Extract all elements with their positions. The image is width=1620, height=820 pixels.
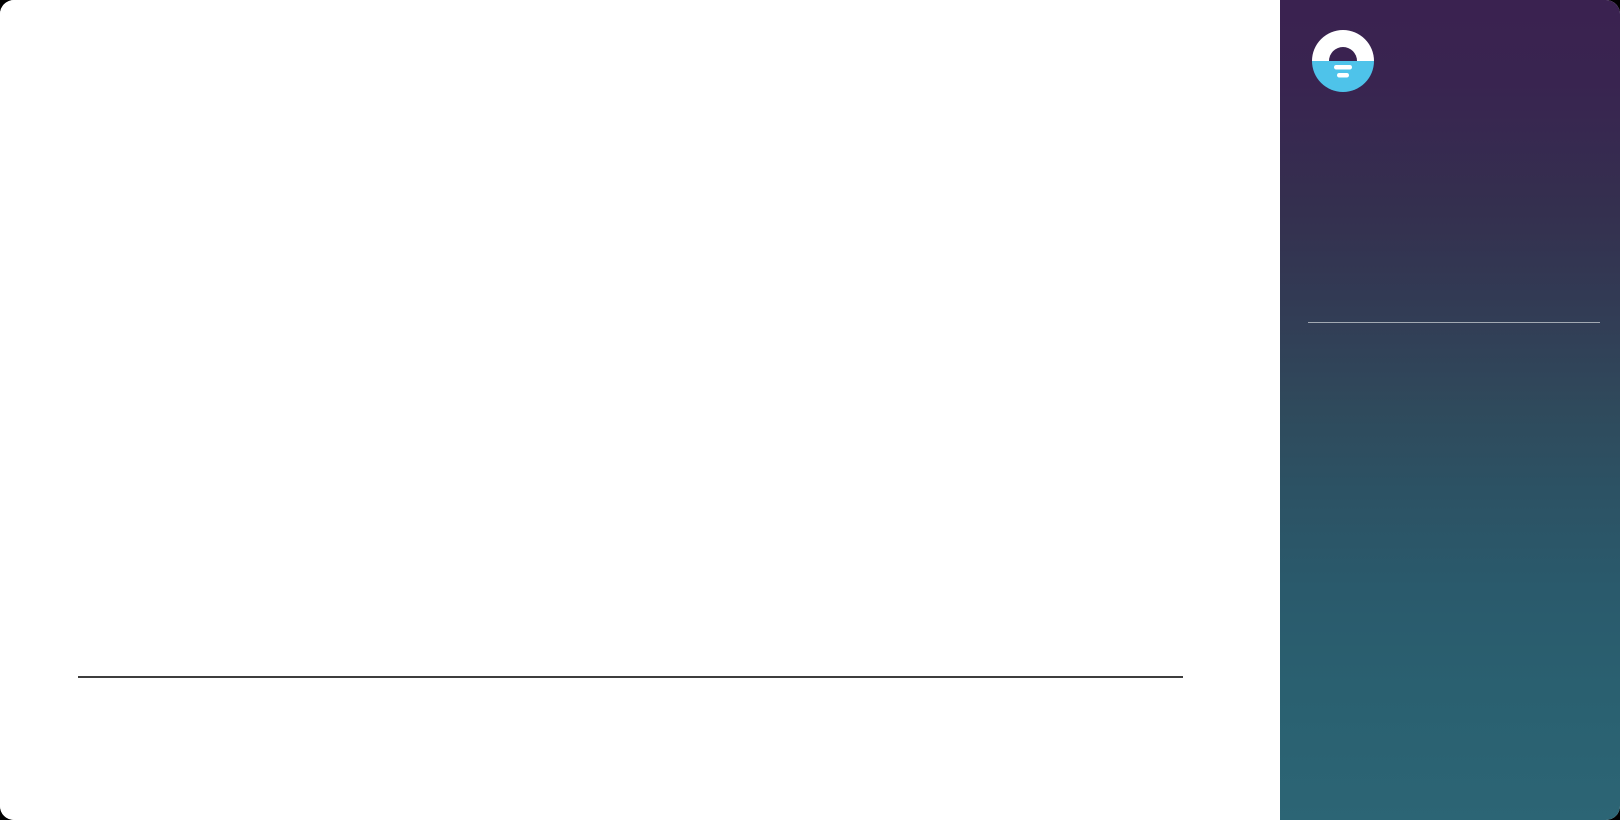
cagr-stat-block bbox=[1304, 300, 1604, 337]
chart-card bbox=[78, 120, 1183, 726]
bar-chart-plot-area bbox=[78, 120, 1183, 678]
horizon-sunrise-icon bbox=[1312, 30, 1374, 92]
logo bbox=[1312, 26, 1612, 96]
divider bbox=[1308, 322, 1600, 323]
perspective-mesh-graphic bbox=[1288, 605, 1620, 820]
x-axis-line bbox=[78, 676, 1183, 678]
sidebar-inner bbox=[1288, 0, 1620, 820]
x-axis-tick-labels bbox=[78, 686, 1183, 726]
brand-sidebar bbox=[1280, 0, 1620, 820]
